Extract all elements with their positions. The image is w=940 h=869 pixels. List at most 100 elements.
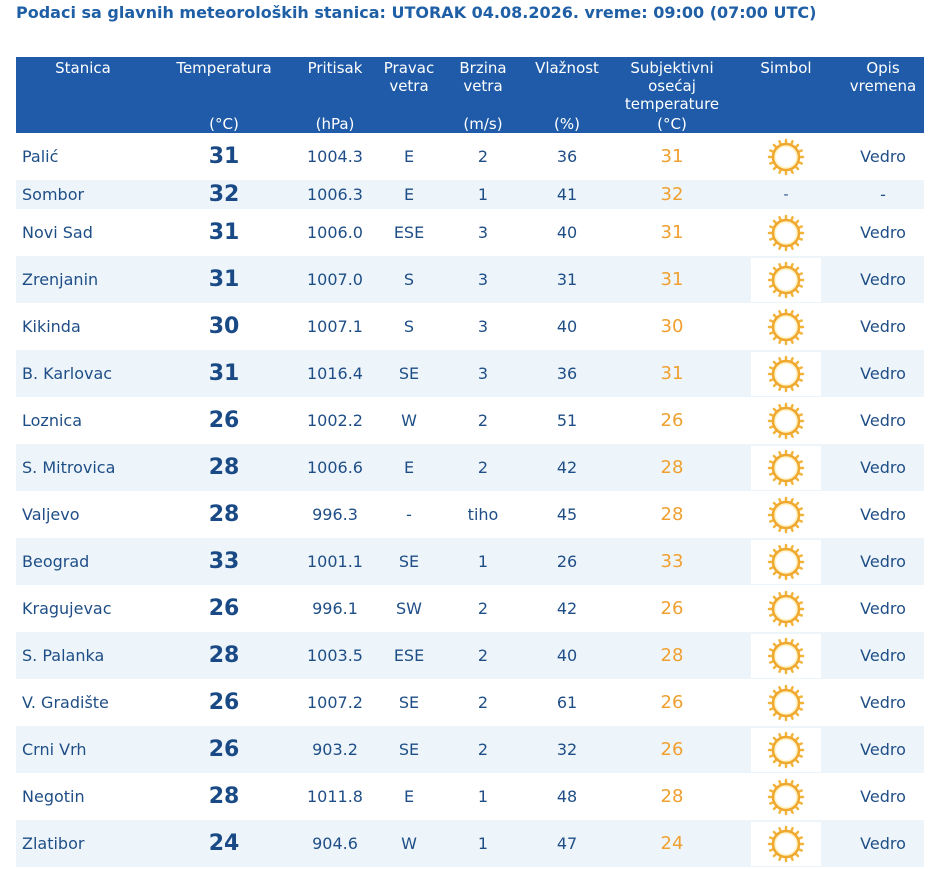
column-header: Pravac vetra [372, 57, 446, 133]
table-row: Kikinda 30 1007.1 S 3 40 30 Vedro [16, 303, 924, 350]
column-header: Temperatura (°C) [150, 57, 298, 133]
wind-direction: SE [372, 350, 446, 397]
table-row: Crni Vrh 26 903.2 SE 2 32 26 Vedro [16, 726, 924, 773]
wind-direction: S [372, 256, 446, 303]
pressure: 1006.3 [298, 180, 372, 209]
symbol-cell [730, 350, 842, 397]
column-label: Opis vremena [849, 59, 917, 95]
humidity: 42 [556, 599, 578, 618]
temperature: 26 [150, 726, 298, 773]
table-row: V. Gradište 26 1007.2 SE 2 61 26 Vedro [16, 679, 924, 726]
column-label: Simbol [760, 59, 812, 77]
sun-icon [767, 355, 805, 392]
wind-direction: SE [372, 538, 446, 585]
humidity: 42 [520, 444, 614, 491]
description: - [842, 180, 924, 209]
station: V. Gradište [22, 693, 109, 712]
station: Kragujevac [22, 599, 112, 618]
wind-speed: 3 [477, 317, 489, 336]
symbol-box [751, 398, 821, 443]
description: Vedro [860, 147, 906, 166]
symbol-cell [730, 209, 842, 256]
humidity: 26 [520, 538, 614, 585]
wind-speed: 1 [446, 820, 520, 867]
temperature: 26 [208, 408, 240, 433]
pressure: 1016.4 [298, 350, 372, 397]
feels-like: 26 [660, 692, 684, 713]
column-unit: (°C) [657, 115, 687, 133]
feels-like: 28 [660, 504, 684, 525]
description: Vedro [860, 787, 906, 806]
wind-speed: 1 [446, 538, 520, 585]
symbol-cell [730, 632, 842, 679]
sun-icon [767, 684, 805, 721]
station: Valjevo [22, 505, 80, 524]
pressure: 1001.1 [298, 538, 372, 585]
wind-direction: W [401, 411, 417, 430]
description: Vedro [842, 726, 924, 773]
symbol-cell [730, 773, 842, 820]
table-row: Palić 31 1004.3 E 2 36 31 Vedro [16, 133, 924, 180]
symbol-cell [730, 820, 842, 867]
temperature: 28 [150, 632, 298, 679]
wind-speed: 1 [446, 180, 520, 209]
humidity: 40 [520, 632, 614, 679]
station: Negotin [22, 787, 85, 806]
symbol-cell [730, 133, 842, 180]
temperature: 28 [150, 444, 298, 491]
symbol-box [751, 680, 821, 725]
temperature: 24 [150, 820, 298, 867]
description: Vedro [860, 317, 906, 336]
wind-direction: E [372, 444, 446, 491]
wind-direction: SW [396, 599, 422, 618]
wind-direction: ESE [372, 632, 446, 679]
column-header: Subjektivni osećaj temperature (°C) [614, 57, 730, 133]
sun-icon [767, 138, 805, 175]
feels-like: 26 [660, 598, 684, 619]
wind-direction: E [403, 787, 415, 806]
weather-table: Stanica Temperatura (°C) Pritisak (hPa) Prava… [16, 57, 924, 867]
sun-icon [767, 496, 805, 533]
table-row: Loznica 26 1002.2 W 2 51 26 Vedro [16, 397, 924, 444]
column-header: Pritisak (hPa) [298, 57, 372, 133]
sun-icon [767, 731, 805, 768]
feels-like: 24 [614, 820, 730, 867]
wind-speed: 2 [477, 147, 489, 166]
symbol-box [751, 774, 821, 819]
wind-direction: ESE [393, 223, 425, 242]
feels-like: 31 [614, 256, 730, 303]
pressure: 1003.5 [298, 632, 372, 679]
symbol-cell [730, 256, 842, 303]
description: Vedro [842, 538, 924, 585]
wind-speed: 3 [446, 350, 520, 397]
pressure: 904.6 [298, 820, 372, 867]
symbol-box [751, 821, 821, 866]
wind-speed: 2 [477, 411, 489, 430]
wind-direction: W [372, 820, 446, 867]
temperature: 31 [208, 220, 240, 245]
sun-icon [767, 214, 805, 251]
feels-like: 32 [614, 180, 730, 209]
column-label: Pritisak [307, 59, 363, 77]
wind-speed: 2 [446, 632, 520, 679]
wind-speed: 3 [477, 223, 489, 242]
temperature: 32 [150, 180, 298, 209]
symbol-cell [730, 726, 842, 773]
pressure: 1007.0 [298, 256, 372, 303]
symbol-box [751, 257, 821, 302]
humidity: 40 [556, 223, 578, 242]
pressure: 996.1 [312, 599, 358, 618]
wind-speed: 2 [477, 693, 489, 712]
feels-like: 33 [614, 538, 730, 585]
description: Vedro [860, 411, 906, 430]
column-unit: (hPa) [315, 115, 355, 133]
page-title: Podaci sa glavnih meteoroloških stanica:… [16, 3, 817, 22]
table-row: Zlatibor 24 904.6 W 1 47 24 Vedro [16, 820, 924, 867]
symbol-alt: - [783, 186, 789, 203]
column-unit: (%) [554, 115, 580, 133]
symbol-cell [730, 303, 842, 350]
table-row: Zrenjanin 31 1007.0 S 3 31 31 Vedro [16, 256, 924, 303]
humidity: 45 [556, 505, 578, 524]
symbol-box [751, 134, 821, 179]
